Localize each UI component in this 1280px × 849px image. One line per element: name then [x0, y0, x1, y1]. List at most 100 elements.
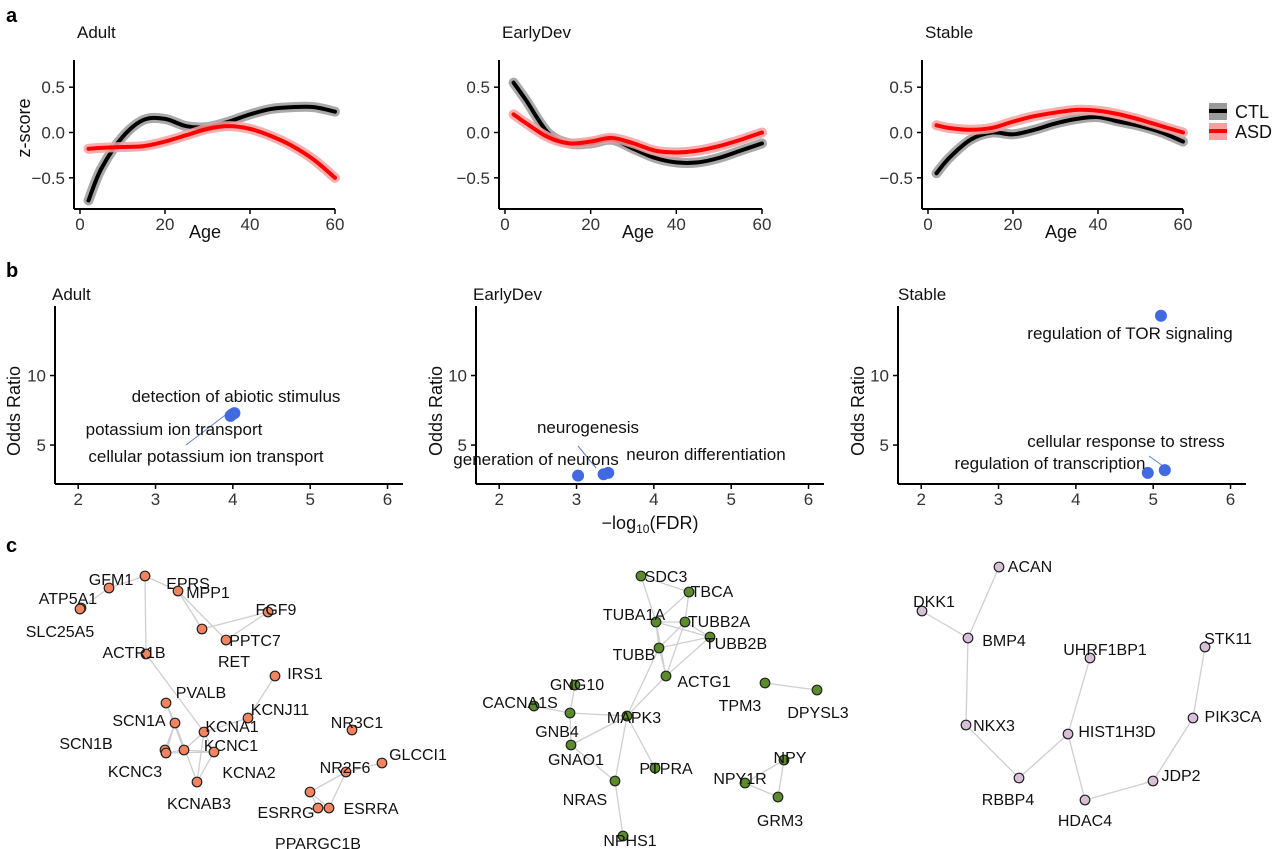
network-edge	[201, 611, 269, 630]
legend-asd-label: ASD	[1235, 122, 1272, 142]
gene-node	[739, 777, 751, 789]
gene-label: PPARGC1B	[275, 836, 361, 849]
gene-node	[811, 684, 823, 696]
network-edge	[658, 636, 711, 649]
gene-label: TUBA1A	[603, 607, 666, 624]
gene-node	[160, 747, 172, 759]
gene-node	[169, 717, 181, 729]
x-tick-label: 5	[305, 490, 314, 509]
network-edge	[144, 575, 179, 592]
network-edge	[177, 590, 203, 630]
x-tick-label: 0	[500, 215, 509, 234]
gene-node	[262, 606, 274, 618]
gene-node	[191, 776, 203, 788]
gene-label: ESRRG	[258, 805, 315, 822]
y-tick-label: 0.0	[41, 124, 65, 143]
enrich-ylabel-stable: Odds Ratio	[848, 366, 868, 456]
gene-label: TPM3	[719, 698, 762, 715]
gene-label: DPYSL3	[787, 705, 848, 722]
series-line-asd	[934, 107, 1185, 135]
x-tick-label: 6	[1226, 490, 1235, 509]
network-edge	[626, 675, 667, 717]
gene-label: ACAN	[1008, 559, 1052, 576]
gene-node	[617, 830, 629, 842]
point-label: generation of neurons	[453, 450, 618, 469]
network-edge	[1067, 733, 1086, 801]
gene-node	[649, 762, 661, 774]
trend-title-stable: Stable	[925, 23, 973, 42]
x-tick-label: 2	[916, 490, 925, 509]
gene-label: MAPK3	[607, 710, 661, 727]
gene-label: RBBP4	[982, 792, 1035, 809]
network-edge	[247, 675, 276, 719]
gene-label: KCNJ11	[251, 702, 309, 719]
gene-node	[960, 719, 972, 731]
x-tick-label: 5	[726, 490, 735, 509]
gene-label: KCNAB3	[167, 796, 231, 813]
panel-label-a: a	[6, 5, 18, 27]
gene-label: PVALB	[176, 685, 226, 702]
charts-layer: 0 20 40 60 −0.5 0.0 0.5 0 20 40 60 −0.5 0.0 0.5 0 20 40 6…	[27, 60, 1246, 509]
enrich-title-stable: Stable	[898, 285, 946, 304]
x-tick-label: 20	[156, 215, 175, 234]
gene-node	[993, 561, 1005, 573]
gene-label: TBCA	[691, 584, 734, 601]
network-stable: ACAN DKK1 BMP4 UHRF1BP1 STK11 NKX3 HIST1H3D PIK…	[913, 559, 1262, 830]
y-tick-label: 5	[37, 436, 46, 455]
network-edge	[655, 591, 690, 623]
gene-label: NRAS	[563, 792, 607, 809]
network-edge	[177, 590, 227, 641]
x-tick-label: 2	[73, 490, 82, 509]
enrich-title-earlydev: EarlyDev	[473, 285, 542, 304]
trend-chart-adult: 0 20 40 60 −0.5 0.0 0.5	[31, 60, 344, 234]
y-tick-label: 10	[448, 367, 467, 386]
gene-node	[1199, 641, 1211, 653]
x-tick-label: 3	[572, 490, 581, 509]
point-label: cellular response to stress	[1027, 432, 1224, 451]
gene-label: GNAO1	[548, 752, 604, 769]
gene-node	[178, 744, 190, 756]
gene-label: GRM3	[757, 813, 803, 830]
network-edge	[640, 575, 657, 623]
gene-label: GNG10	[550, 677, 604, 694]
gene-node	[346, 724, 358, 736]
gene-node	[759, 677, 771, 689]
gene-label: NKX3	[973, 718, 1015, 735]
series-line-ctl	[934, 114, 1185, 176]
point-label: neuron differentiation	[626, 445, 785, 464]
gene-label: NR2F6	[320, 760, 371, 777]
enrich-chart-adult: 2 3 4 5 6 5 10 detection of abiotic stimulus pot…	[27, 306, 403, 509]
x-tick-label: 0	[923, 215, 932, 234]
trend-chart-earlydev: 0 20 40 60 −0.5 0.0 0.5	[456, 60, 771, 234]
y-tick-label: 0.0	[889, 124, 913, 143]
gene-label: UHRF1BP1	[1063, 642, 1147, 659]
x-tick-label: 4	[1071, 490, 1080, 509]
gene-label: GFM1	[89, 572, 134, 589]
x-tick-label: 3	[994, 490, 1003, 509]
x-tick-label: 6	[383, 490, 392, 509]
gene-label: GLCCI1	[389, 747, 447, 764]
y-tick-label: 10	[870, 367, 889, 386]
x-tick-label: 60	[753, 215, 772, 234]
network-edge	[533, 705, 571, 714]
legend-ctl-label: CTL	[1235, 102, 1269, 122]
gene-node	[139, 570, 151, 582]
leader-line	[185, 412, 229, 446]
gene-label: FGF9	[256, 602, 297, 619]
gene-node	[340, 766, 352, 778]
network-edge	[967, 566, 1000, 639]
enrich-xlabel: −log10(FDR)	[602, 513, 699, 536]
network-edge	[345, 762, 383, 773]
series-line-asd	[86, 124, 337, 180]
network-edge	[764, 682, 818, 691]
gene-label: SLC25A5	[26, 624, 95, 641]
gene-node	[160, 697, 172, 709]
x-tick-label: 4	[228, 490, 237, 509]
gene-label: JDP2	[1161, 768, 1200, 785]
x-tick-label: 5	[1148, 490, 1157, 509]
panel-label-b: b	[6, 260, 18, 282]
y-tick-label: 0.5	[41, 78, 65, 97]
gene-node	[1062, 728, 1074, 740]
network-edge	[144, 575, 147, 655]
